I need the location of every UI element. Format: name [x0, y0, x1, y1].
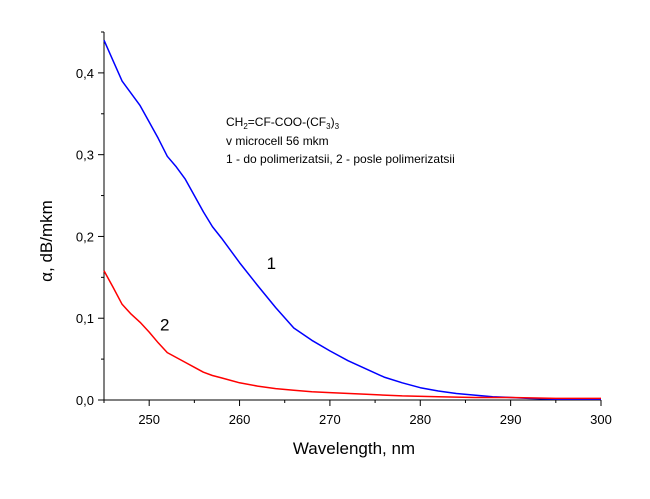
annotation: CH2=CF-COO-(CF3)3 v microcell 56 mkm 1 -… [226, 115, 455, 166]
y-tick-label: 0,3 [76, 148, 94, 163]
series-2-line [103, 270, 601, 400]
y-tick-label: 0,1 [76, 311, 94, 326]
y-axis-label: α, dB/mkm [37, 200, 56, 282]
y-tick-label: 0,2 [76, 229, 94, 244]
annotation-line-3: 1 - do polimerizatsii, 2 - posle polimer… [226, 152, 455, 166]
x-tick-label: 270 [319, 412, 341, 427]
x-tick-label: 260 [229, 412, 251, 427]
y-tick-label: 0,4 [76, 66, 94, 81]
annotation-formula: CH2=CF-COO-(CF3)3 [226, 115, 340, 131]
x-tick-label: 280 [409, 412, 431, 427]
series-1-line [103, 39, 601, 400]
series-layer: 12 [103, 39, 601, 400]
series-2-label: 2 [160, 315, 169, 334]
series-1-label: 1 [267, 254, 276, 273]
x-tick-label: 300 [590, 412, 612, 427]
x-tick-label: 290 [500, 412, 522, 427]
x-tick-label: 250 [138, 412, 160, 427]
y-tick-label: 0,0 [76, 393, 94, 408]
annotation-line-2: v microcell 56 mkm [226, 134, 329, 148]
x-axis-label: Wavelength, nm [293, 439, 415, 458]
axes: 250 260 270 280 290 300 0,0 0,1 0,2 0,3 0,4 [76, 31, 612, 427]
